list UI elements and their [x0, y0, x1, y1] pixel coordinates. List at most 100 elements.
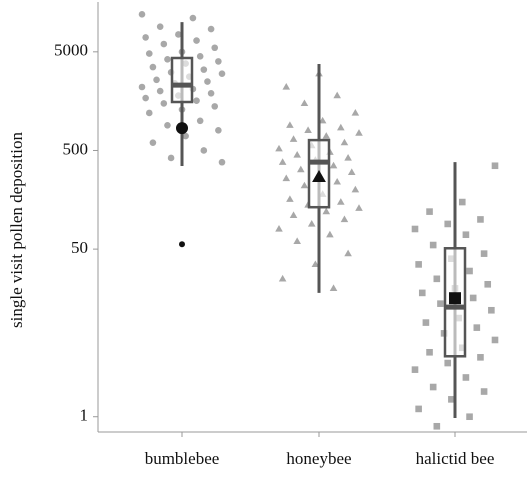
y-tick-label: 500	[63, 139, 89, 158]
data-point	[322, 207, 331, 215]
data-point	[422, 319, 430, 326]
data-point	[293, 237, 301, 244]
data-point	[322, 132, 331, 139]
data-point	[218, 158, 226, 166]
data-point	[411, 225, 419, 233]
data-point	[458, 198, 466, 206]
data-point	[275, 225, 283, 232]
x-tick-label: bumblebee	[145, 449, 220, 468]
box	[170, 56, 194, 104]
data-point	[355, 129, 363, 136]
data-point	[289, 211, 298, 218]
data-point	[333, 91, 341, 99]
data-point	[164, 56, 171, 63]
data-point	[344, 249, 352, 257]
data-point	[304, 126, 312, 133]
data-point	[196, 117, 204, 125]
data-point	[351, 109, 360, 116]
data-point	[311, 260, 320, 268]
data-point	[340, 215, 349, 223]
data-point	[433, 422, 441, 430]
data-point	[138, 83, 146, 91]
data-point	[469, 294, 477, 302]
data-point	[275, 144, 283, 152]
data-point	[196, 53, 204, 60]
data-point	[215, 58, 222, 65]
data-point	[215, 127, 222, 134]
data-point	[307, 219, 316, 227]
data-point	[297, 165, 305, 173]
data-point	[318, 116, 327, 124]
data-point	[211, 103, 219, 110]
mean-marker	[312, 169, 326, 182]
y-tick-label: 5000	[54, 41, 88, 60]
data-point	[286, 195, 294, 202]
data-point	[437, 300, 444, 307]
y-axis-label: single visit pollen deposition	[7, 132, 26, 328]
x-tick-label: honeybee	[286, 449, 351, 468]
data-point	[156, 87, 164, 95]
data-point	[207, 89, 215, 97]
data-point	[160, 40, 168, 48]
x-tick-label: halictid bee	[416, 449, 495, 468]
data-point	[289, 135, 298, 142]
data-point	[282, 83, 291, 90]
mean-marker	[176, 122, 188, 135]
outlier	[179, 241, 185, 248]
data-point	[204, 78, 211, 85]
data-point	[488, 306, 495, 314]
data-point	[145, 109, 153, 117]
data-point	[300, 181, 309, 189]
data-point	[433, 275, 441, 283]
data-point	[340, 138, 349, 146]
data-point	[480, 250, 488, 257]
data-point	[429, 383, 437, 391]
data-point	[156, 23, 164, 30]
data-point	[473, 324, 481, 331]
data-point	[149, 63, 157, 71]
data-point	[193, 97, 200, 104]
data-point	[138, 11, 146, 18]
data-point	[462, 374, 470, 381]
data-point	[329, 161, 338, 169]
data-point	[200, 66, 208, 73]
data-point	[142, 94, 149, 102]
data-point	[153, 76, 160, 84]
data-point	[351, 185, 360, 193]
y-tick-label: 50	[71, 238, 88, 257]
data-point	[484, 280, 492, 288]
data-point	[278, 158, 287, 165]
data-point	[466, 267, 473, 275]
data-point	[149, 139, 157, 146]
data-point	[160, 100, 168, 107]
data-point	[344, 153, 352, 161]
data-point	[329, 284, 338, 292]
data-point	[466, 413, 473, 421]
data-point	[211, 44, 219, 52]
data-point	[418, 289, 426, 297]
data-point	[145, 50, 153, 57]
data-point	[462, 231, 470, 239]
data-point	[491, 336, 499, 344]
mean-marker	[449, 292, 461, 305]
data-point	[337, 198, 345, 205]
data-point	[337, 123, 345, 131]
data-point	[200, 147, 208, 154]
data-point	[286, 121, 294, 128]
data-point	[429, 241, 437, 249]
data-point	[182, 132, 189, 140]
data-point	[326, 230, 334, 238]
data-point	[175, 31, 182, 38]
data-point	[333, 177, 341, 185]
data-point	[426, 208, 433, 215]
data-point	[426, 348, 433, 356]
data-point	[448, 396, 455, 403]
data-point	[477, 216, 484, 223]
data-point	[444, 359, 452, 367]
data-point	[444, 220, 452, 228]
data-point	[491, 162, 499, 170]
data-point	[207, 25, 215, 33]
data-point	[411, 366, 419, 373]
data-point	[278, 274, 287, 282]
